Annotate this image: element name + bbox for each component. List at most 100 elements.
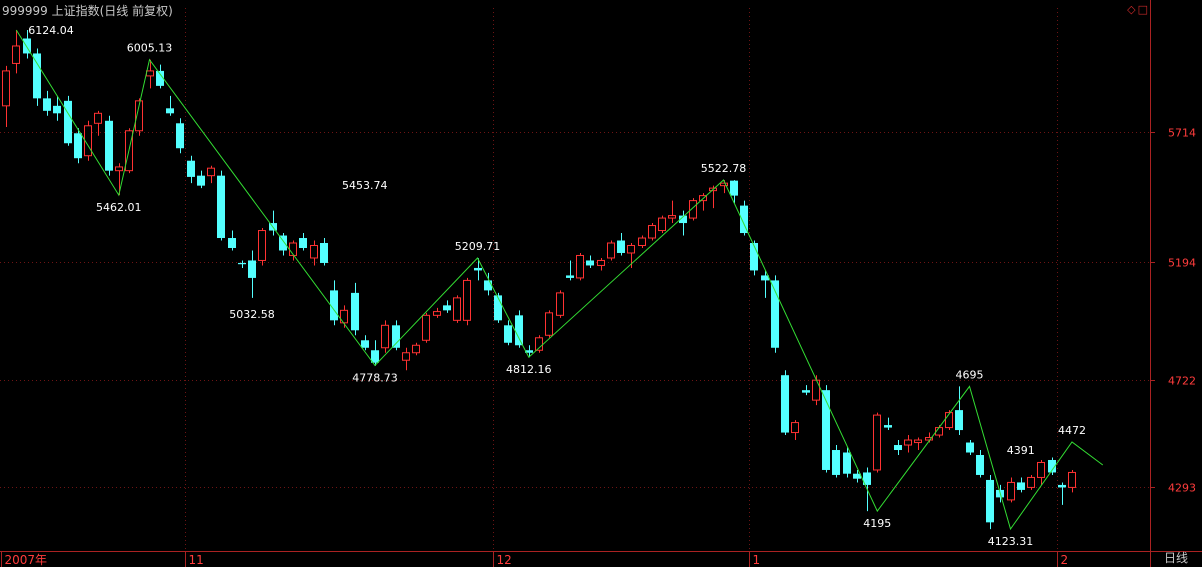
candle-body [986, 479, 994, 523]
candle-body [453, 297, 461, 321]
candle-body [679, 215, 687, 224]
candle [658, 215, 666, 234]
candle [207, 165, 215, 184]
candle-body [310, 244, 318, 259]
turning-point-label: 5453.74 [342, 179, 388, 192]
candle [258, 228, 266, 266]
candle-body [1017, 482, 1025, 490]
candle [453, 295, 461, 323]
x-tick-label: 12 [497, 553, 512, 567]
candle-body [843, 452, 851, 474]
candle [43, 90, 51, 116]
candle-body [402, 352, 410, 361]
candle-body [494, 295, 502, 321]
candle [1027, 474, 1035, 490]
y-axis: 5714 5194 4722 4293 [1150, 127, 1196, 495]
candle [2, 65, 10, 128]
candle-body [617, 240, 625, 253]
candle-body [791, 422, 799, 434]
candle [176, 118, 184, 154]
candle-body [976, 455, 984, 475]
candle [310, 240, 318, 266]
period-label: 日线 [1163, 551, 1188, 565]
candle [843, 447, 851, 478]
x-tick-label: 1 [753, 553, 761, 567]
candle [371, 340, 379, 366]
candle-body [863, 472, 871, 485]
candle [853, 469, 861, 483]
candle-body [156, 70, 164, 86]
y-tick-label: 4722 [1168, 375, 1196, 388]
window-icon[interactable]: □ [1137, 3, 1150, 16]
candle [248, 250, 256, 298]
candle [33, 48, 41, 106]
candle-body [607, 242, 615, 259]
candle [64, 95, 72, 146]
candle-body [525, 350, 533, 353]
candle [884, 417, 892, 431]
candle [976, 450, 984, 478]
candle-body [228, 238, 236, 248]
candle [166, 95, 174, 116]
candle-body [33, 53, 41, 99]
candle [156, 64, 164, 89]
candle-body [873, 414, 881, 471]
candle-body [320, 243, 328, 263]
x-tick-label: 2 [1061, 553, 1069, 567]
candle-body [53, 105, 61, 114]
candle [228, 230, 236, 251]
candle-body [904, 439, 912, 446]
candle [679, 210, 687, 236]
turning-point-label: 5209.71 [455, 240, 501, 253]
candle-body [566, 275, 574, 278]
candle-body [627, 244, 635, 254]
candle-body [597, 259, 605, 266]
candle [986, 474, 994, 530]
turning-point-label: 5462.01 [96, 201, 142, 214]
corner-controls: ◇□ [1127, 3, 1150, 16]
candle [730, 180, 738, 204]
candle-body [115, 166, 123, 172]
candle-body [586, 260, 594, 266]
candles [2, 30, 1076, 530]
candle-body [238, 262, 246, 265]
candle [351, 282, 359, 336]
turning-point-label: 4812.16 [506, 363, 552, 376]
x-tick-label: 11 [189, 553, 204, 567]
candle [320, 238, 328, 266]
candle-body [545, 312, 553, 336]
candle-body [750, 243, 758, 271]
candle-body [925, 437, 933, 441]
candle-body [689, 200, 697, 219]
candle-body [658, 217, 666, 232]
candle-body [207, 167, 215, 177]
candle [740, 200, 748, 236]
candle-body [1058, 484, 1066, 488]
candle [412, 342, 420, 356]
candle [94, 110, 102, 136]
chart-title: 999999 上证指数(日线 前复权) [2, 4, 173, 18]
candle [1058, 482, 1066, 505]
chart-grid [0, 8, 1150, 551]
candle [1037, 459, 1045, 485]
candle-body [105, 120, 113, 171]
candle-body [812, 379, 820, 401]
diamond-icon[interactable]: ◇ [1127, 3, 1138, 16]
candle [535, 335, 543, 353]
turning-point-label: 4391 [1007, 444, 1035, 457]
candle [668, 200, 676, 224]
candle-body [433, 311, 441, 316]
candle-body [761, 275, 769, 281]
candle [689, 198, 697, 221]
candle-body [12, 45, 20, 64]
candle-body [484, 280, 492, 291]
candle [586, 255, 594, 268]
candle-body [248, 260, 256, 278]
candle-body [1068, 471, 1076, 488]
candle-body [43, 98, 51, 111]
candle [1007, 477, 1015, 503]
candle [392, 320, 400, 351]
candle-body [299, 238, 307, 248]
